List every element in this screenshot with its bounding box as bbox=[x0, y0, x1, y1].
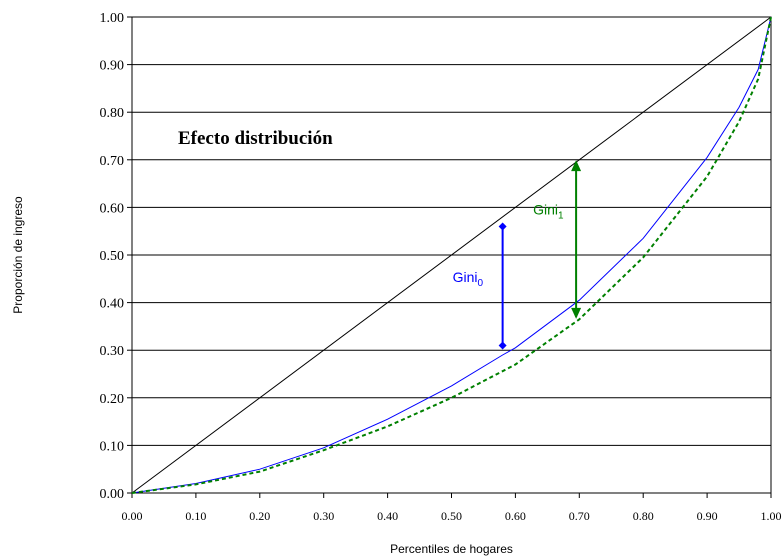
x-tick-label: 0.80 bbox=[633, 509, 654, 523]
x-tick-label: 0.40 bbox=[377, 509, 398, 523]
gini-label-text: Gini bbox=[453, 269, 478, 285]
plot-frame bbox=[131, 16, 772, 494]
equality-line bbox=[131, 16, 772, 494]
gini-label-subscript: 1 bbox=[558, 211, 564, 222]
gini-label-subscript: 0 bbox=[478, 278, 484, 289]
y-tick-label: 0.20 bbox=[100, 392, 125, 407]
x-tick-label: 0.90 bbox=[697, 509, 718, 523]
series-layer bbox=[131, 16, 772, 494]
gini-marker-0: Gini0 bbox=[453, 222, 507, 350]
annotation-title: Efecto distribución bbox=[178, 128, 333, 149]
x-tick-label: 0.70 bbox=[569, 509, 590, 523]
gini-arrow-up bbox=[571, 160, 582, 172]
y-tick-label: 0.40 bbox=[100, 297, 125, 312]
x-tick-label: 0.60 bbox=[505, 509, 526, 523]
y-tick-label: 0.00 bbox=[100, 487, 125, 502]
y-tick-label: 0.60 bbox=[100, 201, 125, 216]
lorenz-curve-0 bbox=[131, 16, 772, 494]
gini-marker-1: Gini1 bbox=[533, 160, 582, 319]
x-tick-label: 0.10 bbox=[185, 509, 206, 523]
y-tick-label: 0.80 bbox=[100, 106, 125, 121]
y-tick-label: 0.70 bbox=[100, 154, 125, 169]
x-tick-label: 0.20 bbox=[249, 509, 270, 523]
gini-diamond-end bbox=[498, 341, 507, 350]
x-tick-label: 0.30 bbox=[313, 509, 334, 523]
x-tick-label: 1.00 bbox=[761, 509, 782, 523]
lorenz-curve-1 bbox=[131, 16, 772, 494]
y-tick-label: 0.10 bbox=[100, 439, 125, 454]
x-tick-label: 0.50 bbox=[441, 509, 462, 523]
y-tick-label: 0.30 bbox=[100, 344, 125, 359]
gini-label-text: Gini bbox=[533, 202, 558, 218]
gini-diamond-end bbox=[498, 222, 507, 231]
x-axis-label: Percentiles de hogares bbox=[390, 542, 513, 556]
y-tick-label: 0.50 bbox=[100, 249, 125, 264]
x-tick-label: 0.00 bbox=[122, 509, 143, 523]
y-tick-label: 1.00 bbox=[100, 11, 125, 26]
x-tick-labels: 0.00 0.10 0.20 0.30 0.40 0.50 0.60 0.70 0.80 0.90… bbox=[122, 509, 782, 523]
gini-label: Gini0 bbox=[453, 269, 484, 289]
gini-arrow-down bbox=[571, 307, 582, 319]
y-axis-label: Proporción de ingreso bbox=[11, 196, 25, 314]
gini-label: Gini1 bbox=[533, 202, 564, 222]
y-tick-labels: 0.00 0.10 0.20 0.30 0.40 0.50 0.60 0.70 0.80 0.90… bbox=[100, 11, 125, 502]
y-tick-label: 0.90 bbox=[100, 59, 125, 74]
